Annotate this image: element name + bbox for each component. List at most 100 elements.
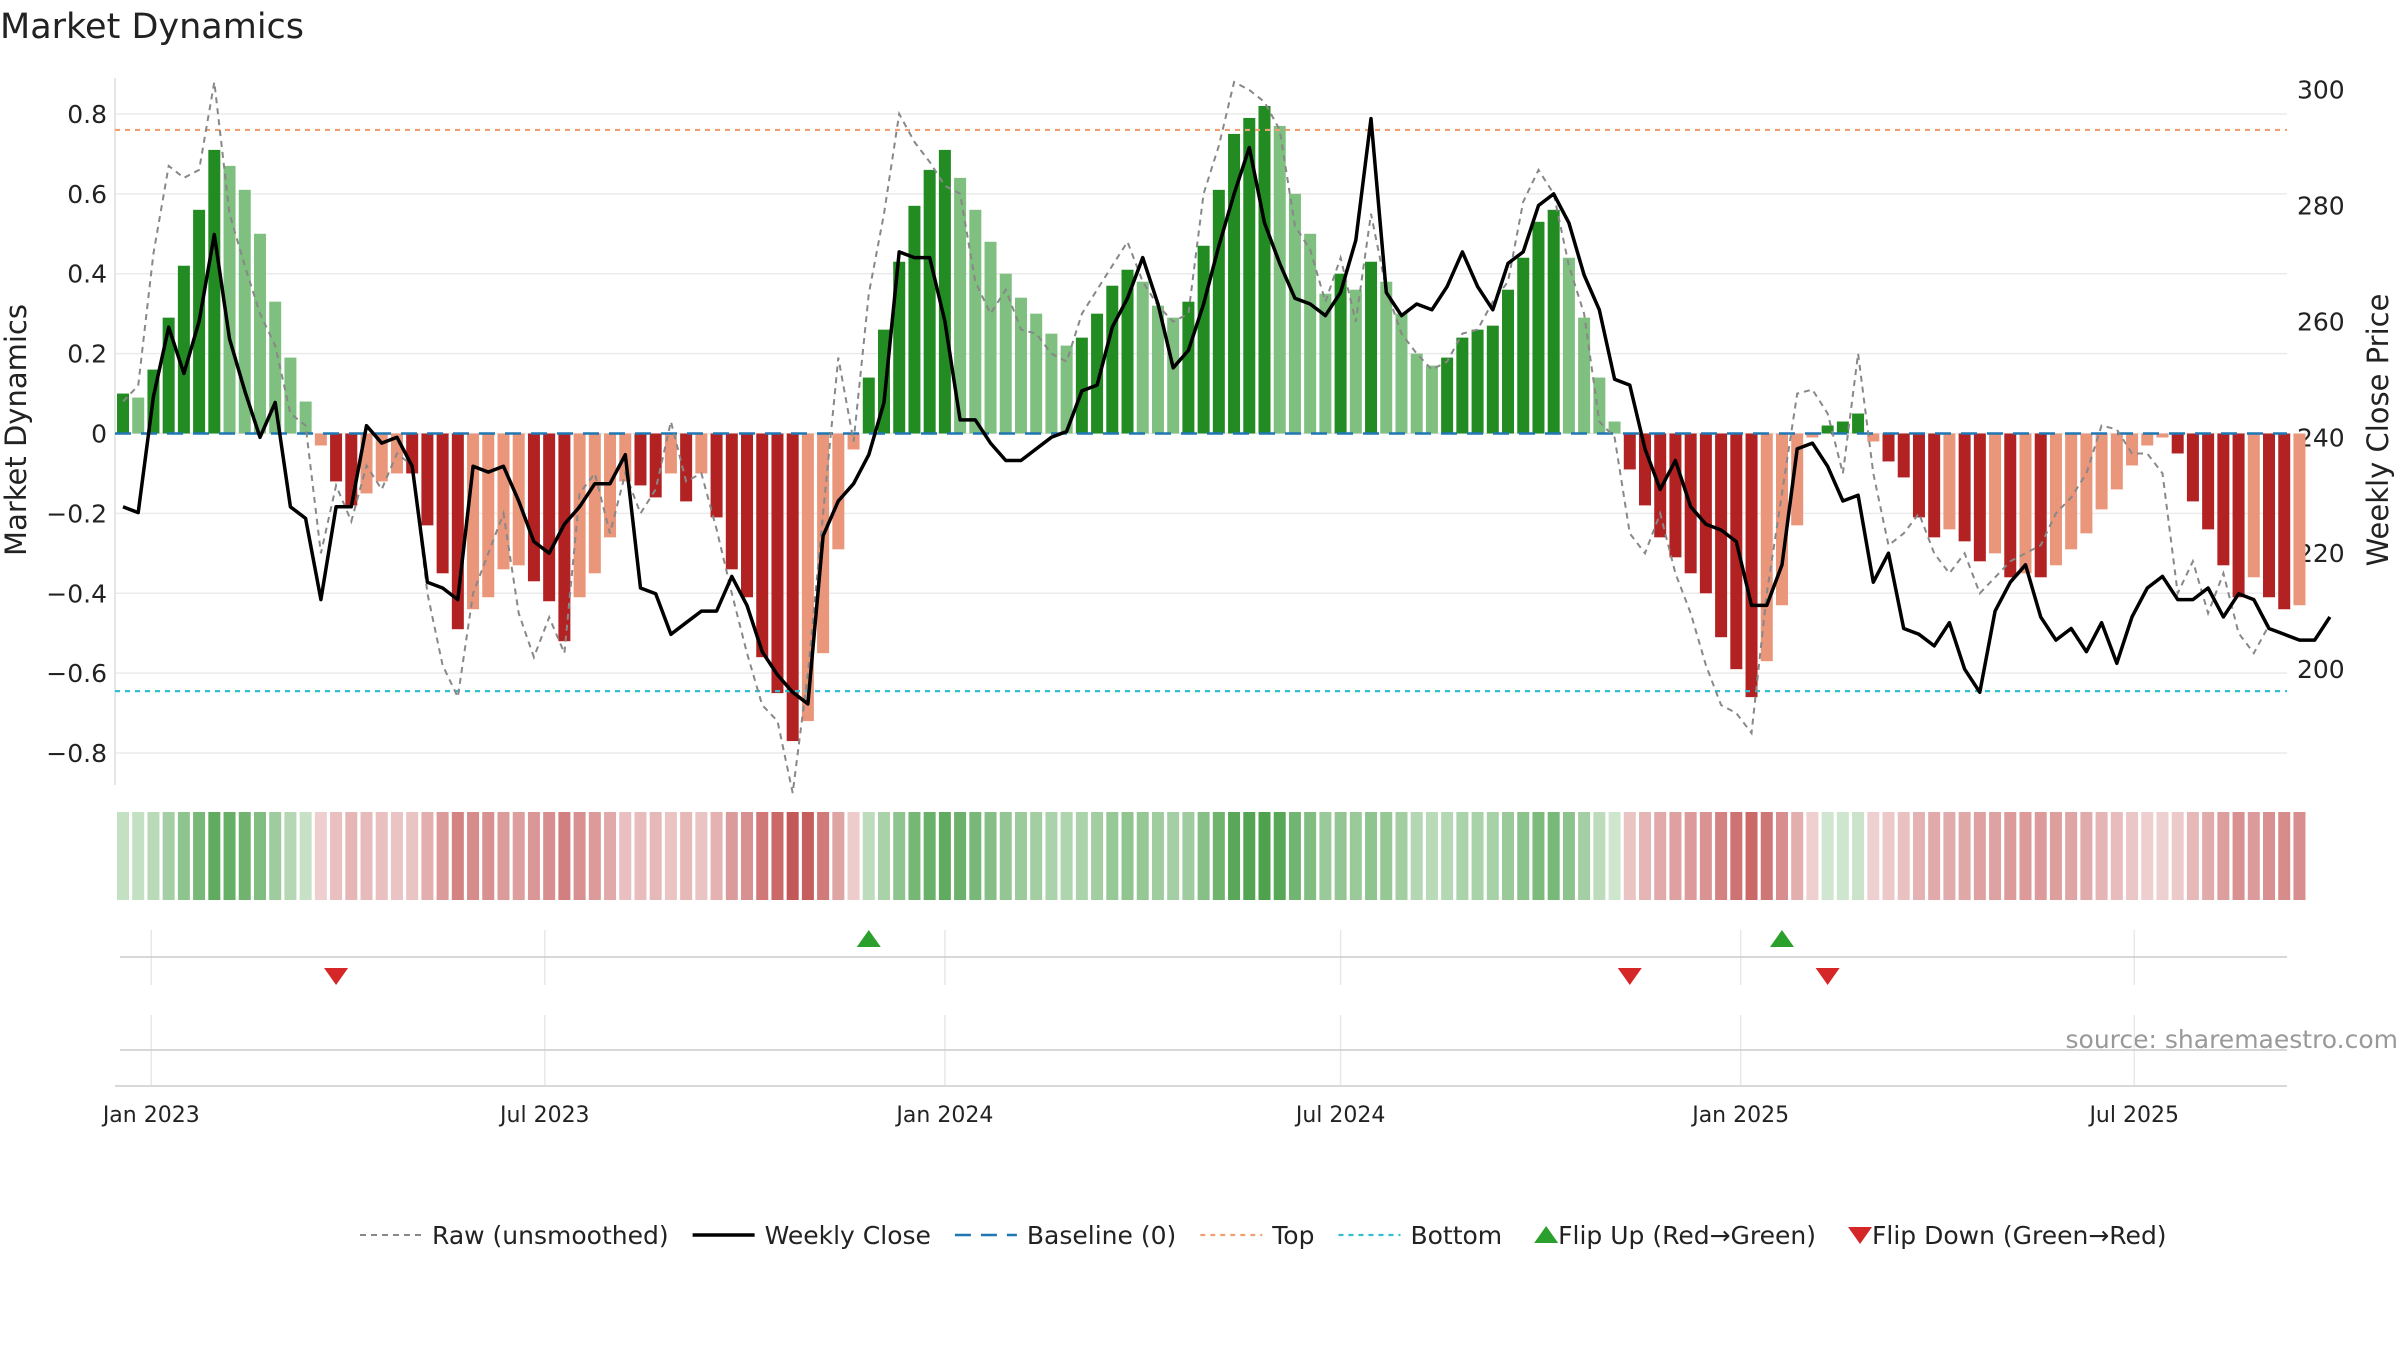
heat-cell bbox=[984, 812, 997, 900]
heat-cell bbox=[1639, 812, 1651, 900]
y-tick-label-right: 280 bbox=[2297, 191, 2345, 220]
heat-cell bbox=[1075, 812, 1088, 900]
heat-cell bbox=[223, 812, 236, 900]
legend-label: Baseline (0) bbox=[1027, 1221, 1176, 1250]
dynamics-bar bbox=[1989, 433, 2002, 554]
heat-cell bbox=[1836, 812, 1849, 900]
heat-cell bbox=[1365, 812, 1378, 900]
dynamics-bar bbox=[421, 433, 434, 526]
heat-cell bbox=[695, 812, 708, 900]
dynamics-bar bbox=[543, 433, 556, 602]
dynamics-bar bbox=[893, 261, 906, 434]
heat-cell bbox=[497, 812, 510, 900]
heat-cell bbox=[1623, 812, 1636, 900]
dynamics-bar bbox=[1745, 433, 1758, 698]
heat-cell bbox=[1699, 812, 1712, 900]
dynamics-bar bbox=[573, 433, 586, 598]
x-axis: Jan 2023 Jul 2023 Jan 2024 Jul 2024 Jan 2025… bbox=[101, 1103, 2179, 1128]
dynamics-bar bbox=[117, 393, 129, 434]
heat-cell bbox=[1852, 812, 1865, 900]
dynamics-bar bbox=[1121, 269, 1134, 434]
dynamics-bar bbox=[1958, 433, 1971, 542]
heat-cell bbox=[299, 812, 312, 900]
dynamics-bar bbox=[2049, 433, 2062, 566]
heat-cell bbox=[1654, 812, 1667, 900]
heat-cell bbox=[1486, 812, 1499, 900]
heat-cell bbox=[2171, 812, 2184, 900]
dynamics-bar bbox=[680, 433, 693, 502]
dynamics-bar bbox=[649, 433, 662, 498]
heat-cell bbox=[482, 812, 495, 900]
heat-cell bbox=[2247, 812, 2260, 900]
heat-cell bbox=[1395, 812, 1408, 900]
heat-cell bbox=[664, 812, 677, 900]
dynamics-bar bbox=[1380, 281, 1393, 434]
dynamics-bar bbox=[908, 205, 921, 434]
heat-cell bbox=[908, 812, 921, 900]
heat-cell bbox=[1532, 812, 1545, 900]
heat-cell bbox=[1182, 812, 1195, 900]
heat-cell bbox=[1045, 812, 1058, 900]
heat-cell bbox=[147, 812, 160, 900]
dynamics-bar bbox=[2034, 433, 2047, 578]
heat-cell bbox=[1547, 812, 1560, 900]
dynamics-bar bbox=[756, 433, 769, 658]
dynamics-bar bbox=[177, 265, 190, 434]
heat-cell bbox=[1441, 812, 1454, 900]
heat-cell bbox=[1167, 812, 1180, 900]
empty-panel bbox=[115, 1015, 2287, 1087]
heat-cell bbox=[1471, 812, 1484, 900]
dynamics-bar bbox=[2095, 433, 2108, 510]
legend-label: Weekly Close bbox=[765, 1221, 931, 1250]
dynamics-bar bbox=[1593, 377, 1606, 434]
dynamics-bar bbox=[1760, 433, 1773, 662]
dynamics-bar bbox=[2019, 433, 2032, 574]
heat-cell bbox=[1760, 812, 1773, 900]
legend-label: Flip Down (Green→Red) bbox=[1872, 1221, 2167, 1250]
heat-cell bbox=[436, 812, 449, 900]
dynamics-bar bbox=[1151, 305, 1164, 434]
dynamics-bar bbox=[1897, 433, 1910, 478]
dynamics-bar bbox=[1791, 433, 1804, 526]
dynamics-bar bbox=[1669, 433, 1682, 558]
heat-cell bbox=[238, 812, 251, 900]
heat-cell bbox=[2065, 812, 2078, 900]
dynamics-bar bbox=[2065, 433, 2078, 550]
dynamics-bar bbox=[801, 433, 814, 722]
dynamics-bar bbox=[1502, 289, 1515, 434]
dynamics-bar bbox=[284, 357, 297, 434]
heat-cell bbox=[543, 812, 556, 900]
dynamics-bar bbox=[2293, 433, 2306, 606]
dynamics-bar bbox=[2232, 433, 2245, 598]
legend: Raw (unsmoothed) Weekly Close Baseline (0)… bbox=[360, 1221, 2167, 1250]
dynamics-bar bbox=[1106, 285, 1119, 434]
dynamics-bar bbox=[314, 433, 327, 446]
heat-cell bbox=[1882, 812, 1895, 900]
dynamics-bar bbox=[1547, 209, 1560, 434]
heat-cell bbox=[421, 812, 434, 900]
dynamics-bar bbox=[1532, 221, 1545, 434]
heat-cell bbox=[923, 812, 936, 900]
heat-strip bbox=[117, 812, 2306, 900]
heat-cell bbox=[467, 812, 480, 900]
dynamics-bar bbox=[969, 209, 982, 434]
dynamics-bar bbox=[2263, 433, 2276, 598]
dynamics-bar bbox=[954, 177, 967, 434]
heat-cell bbox=[2232, 812, 2245, 900]
heat-cell bbox=[1258, 812, 1271, 900]
dynamics-bar bbox=[695, 433, 708, 474]
dynamics-bar bbox=[253, 233, 266, 434]
dynamics-bar bbox=[238, 189, 251, 434]
x-tick-label: Jul 2024 bbox=[1294, 1103, 1386, 1128]
heat-cell bbox=[801, 812, 814, 900]
dynamics-bar bbox=[1578, 317, 1591, 434]
dynamics-bar bbox=[1441, 357, 1454, 434]
heat-cell bbox=[330, 812, 343, 900]
heat-cell bbox=[2263, 812, 2276, 900]
heat-cell bbox=[1319, 812, 1332, 900]
heat-cell bbox=[680, 812, 693, 900]
heat-cell bbox=[177, 812, 190, 900]
dynamics-bar bbox=[786, 433, 799, 742]
heat-cell bbox=[1928, 812, 1941, 900]
heat-cell bbox=[1106, 812, 1119, 900]
